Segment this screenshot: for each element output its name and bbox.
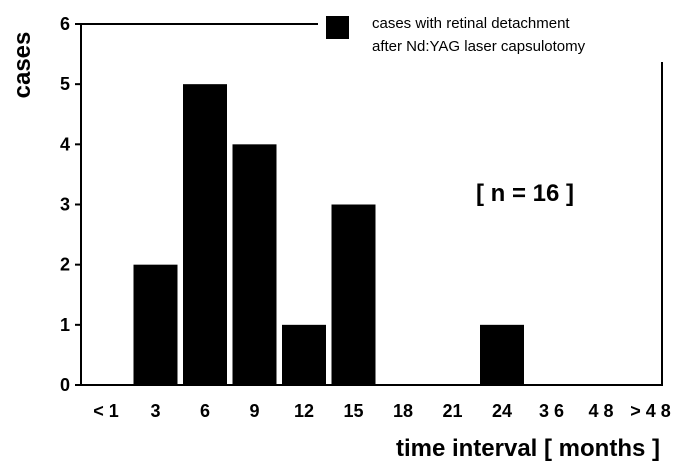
bar [331, 204, 376, 385]
y-tick-label: 3 [60, 195, 70, 215]
x-tick-label: 6 [200, 401, 210, 421]
legend-label-line2: after Nd:YAG laser capsulotomy [372, 38, 586, 55]
bar [480, 324, 524, 385]
bar [183, 84, 227, 386]
legend-box [318, 14, 668, 62]
x-tick-label: 12 [294, 401, 314, 421]
y-tick-label: 1 [60, 315, 70, 335]
y-tick-label: 4 [60, 134, 70, 154]
x-axis-title: time interval [ months ] [396, 435, 660, 462]
sample-size-annotation: [ n = 16 ] [476, 180, 574, 207]
bars [133, 84, 524, 386]
y-tick-label: 2 [60, 255, 70, 275]
y-tick-label: 6 [60, 14, 70, 34]
legend-swatch [326, 16, 349, 39]
y-axis-ticks: 0 1 2 3 4 5 6 [60, 14, 81, 395]
x-tick-label: 4 8 [588, 401, 613, 421]
y-tick-label: 5 [60, 74, 70, 94]
x-tick-label: 3 6 [539, 401, 564, 421]
legend: cases with retinal detachment after Nd:Y… [318, 14, 668, 62]
bar [232, 144, 277, 385]
y-tick-label: 0 [60, 375, 70, 395]
x-tick-label: 3 [150, 401, 160, 421]
x-tick-label: > 4 8 [630, 401, 671, 421]
x-tick-label: 15 [343, 401, 363, 421]
x-tick-label: 18 [393, 401, 413, 421]
x-axis-tick-labels: < 1 3 6 9 12 15 18 21 24 3 6 4 8 > 4 8 [93, 401, 671, 421]
y-axis-title: cases [9, 32, 36, 99]
x-tick-label: 21 [442, 401, 462, 421]
bar [282, 324, 326, 385]
legend-label-line1: cases with retinal detachment [372, 15, 570, 32]
bar [133, 264, 178, 385]
x-tick-label: 9 [249, 401, 259, 421]
x-tick-label: 24 [492, 401, 512, 421]
x-tick-label: < 1 [93, 401, 119, 421]
